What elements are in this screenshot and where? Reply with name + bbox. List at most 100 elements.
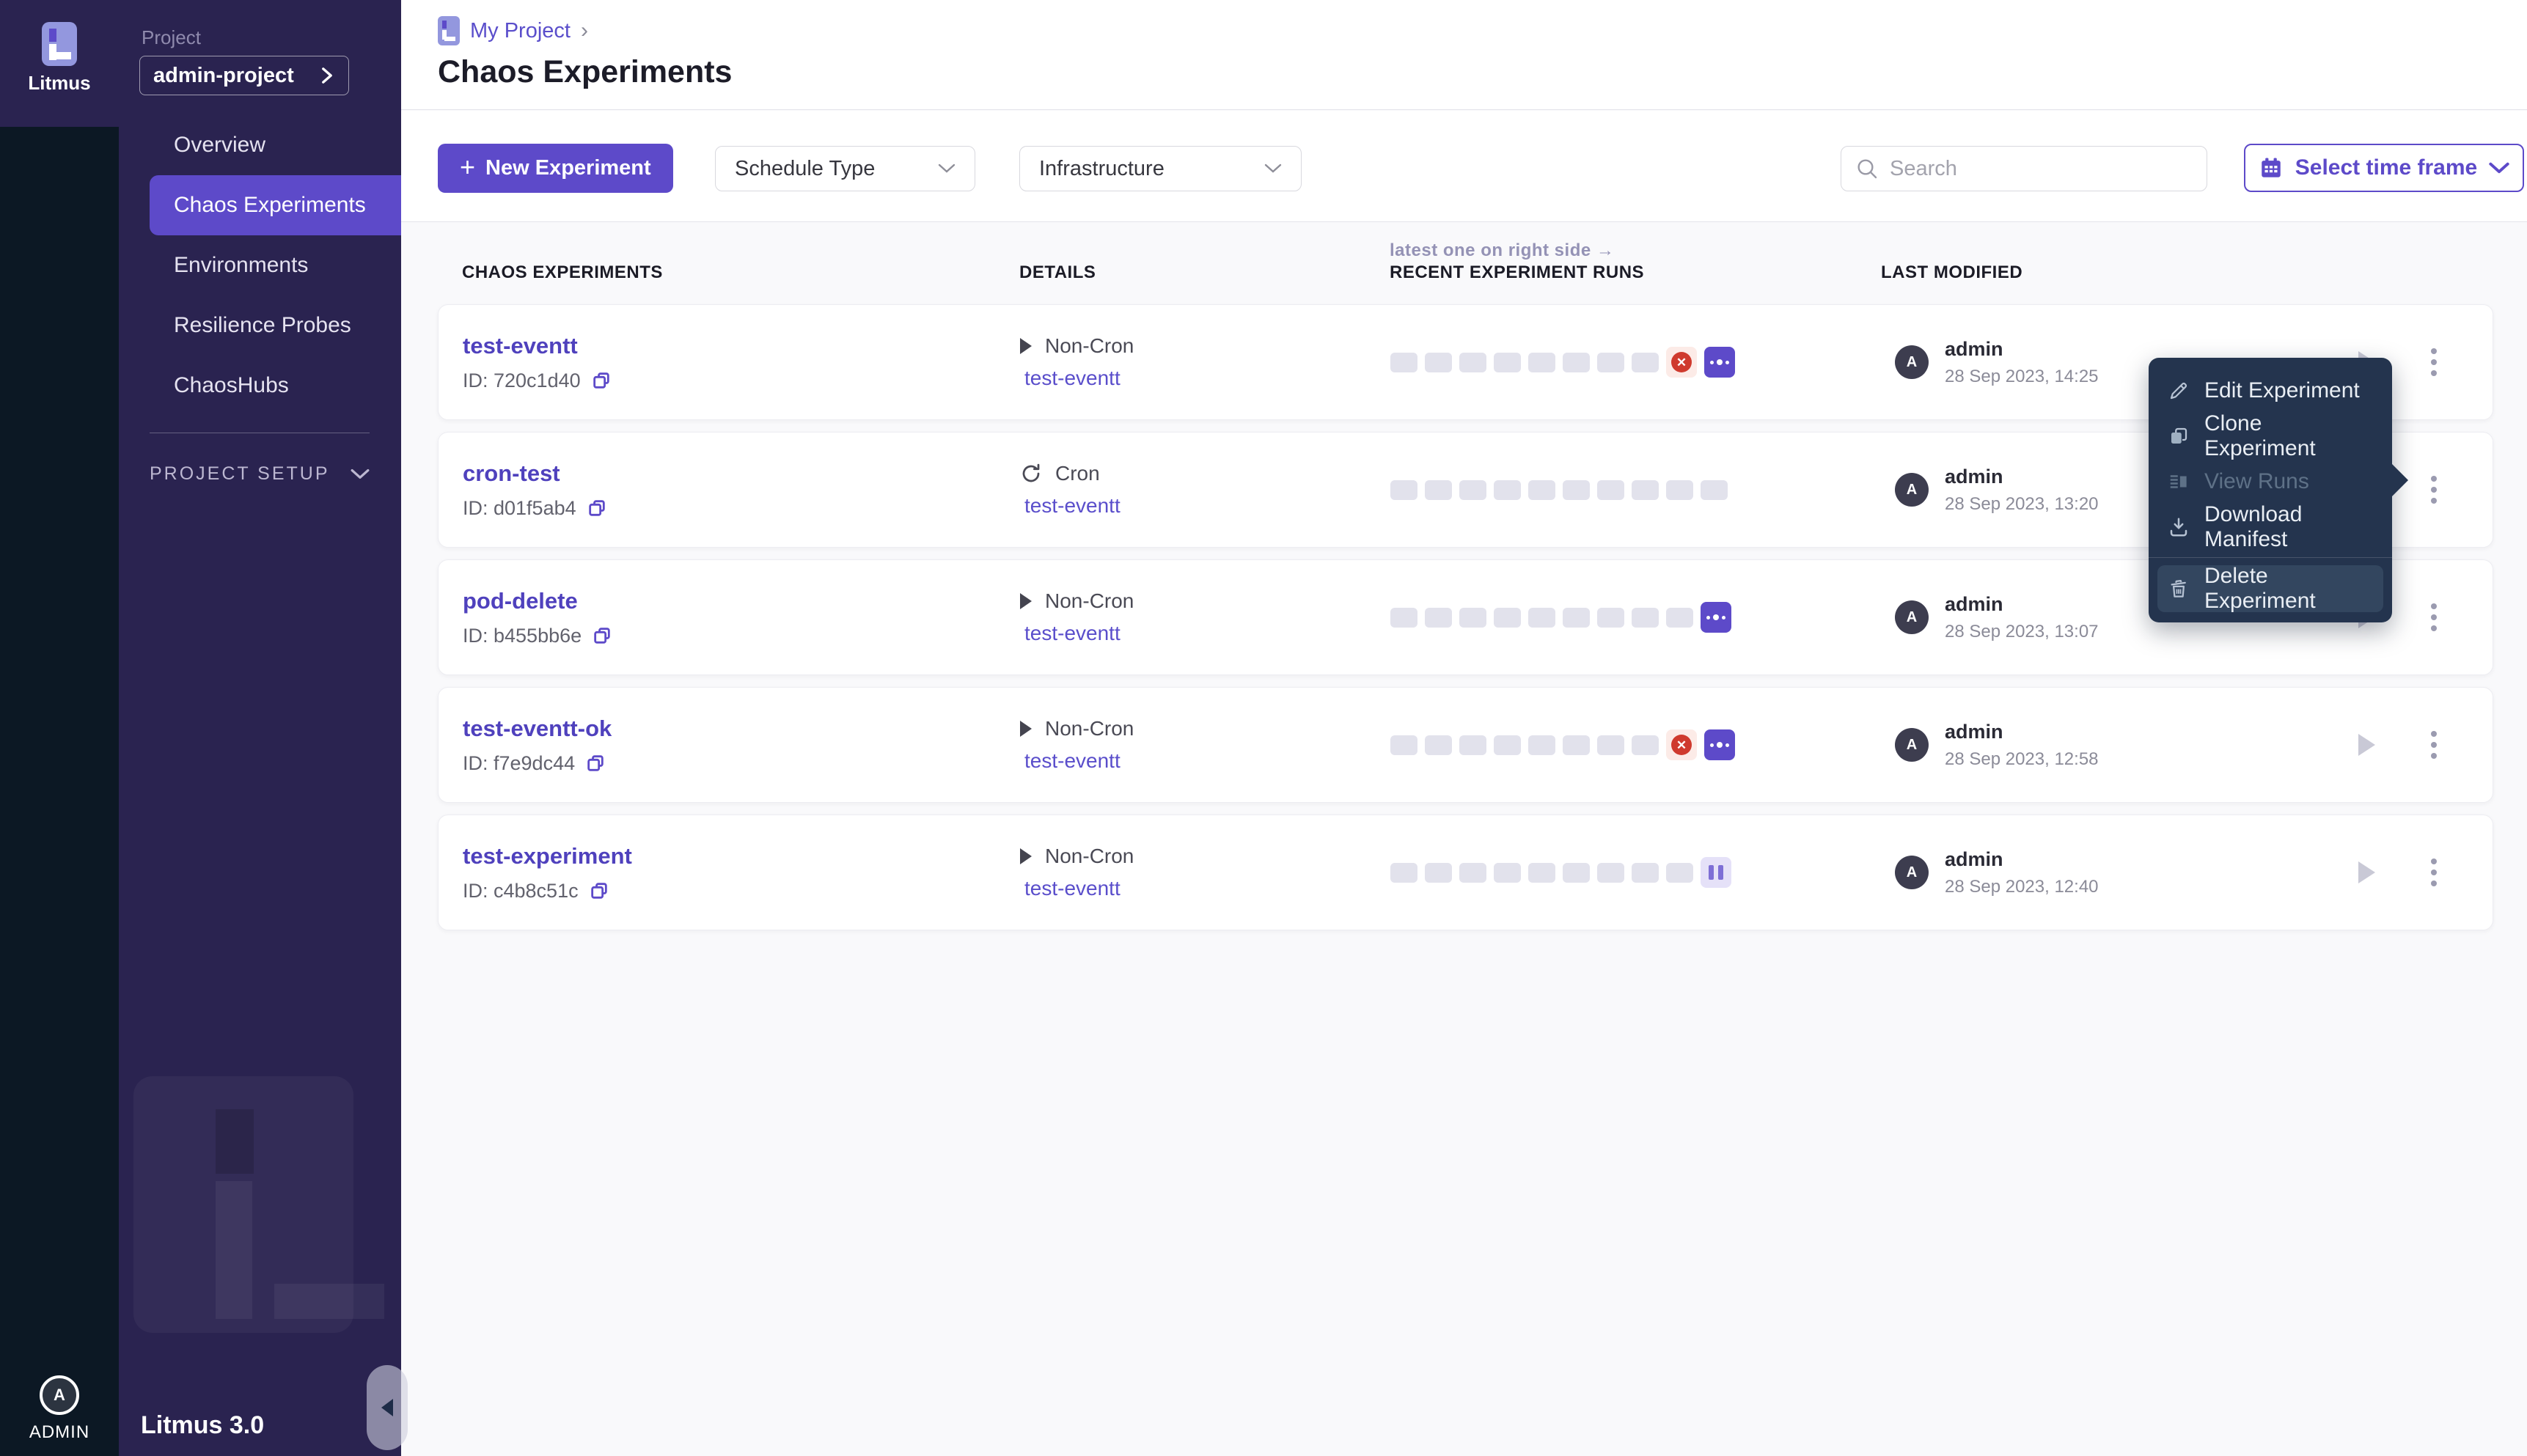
menu-item-view-runs[interactable]: View Runs: [2149, 459, 2392, 504]
experiment-detail-link[interactable]: test-eventt: [1024, 877, 1121, 900]
run-placeholder[interactable]: [1563, 479, 1590, 500]
run-placeholder[interactable]: [1494, 735, 1521, 755]
search-input[interactable]: [1841, 146, 2207, 191]
run-placeholder[interactable]: [1666, 479, 1693, 500]
experiment-name-link[interactable]: test-eventt-ok: [463, 715, 612, 741]
run-failed[interactable]: ✕: [1666, 729, 1697, 760]
row-kebab-menu-button[interactable]: [2427, 854, 2441, 891]
chevron-down-icon: [938, 163, 956, 173]
run-placeholder[interactable]: [1597, 607, 1624, 628]
modified-date: 28 Sep 2023, 12:58: [1945, 749, 2099, 769]
experiment-detail-link[interactable]: test-eventt: [1024, 494, 1121, 517]
experiment-name-link[interactable]: pod-delete: [463, 587, 578, 614]
menu-item-download-manifest[interactable]: Download Manifest: [2149, 502, 2392, 551]
run-placeholder[interactable]: [1425, 352, 1452, 372]
collapse-sidebar-button[interactable]: [367, 1365, 408, 1450]
menu-item-delete-experiment[interactable]: Delete Experiment: [2157, 564, 2383, 613]
run-placeholder[interactable]: [1459, 735, 1486, 755]
row-kebab-menu-button[interactable]: [2427, 599, 2441, 636]
experiment-detail-link[interactable]: test-eventt: [1024, 749, 1121, 772]
run-placeholder[interactable]: [1632, 735, 1659, 755]
download-icon: [2170, 518, 2187, 537]
run-placeholder[interactable]: [1597, 352, 1624, 372]
copy-icon[interactable]: [589, 880, 609, 901]
run-placeholder[interactable]: [1459, 352, 1486, 372]
sidebar-item-overview[interactable]: Overview: [174, 133, 266, 157]
copy-icon[interactable]: [591, 370, 612, 391]
experiment-name-link[interactable]: test-experiment: [463, 842, 632, 869]
infrastructure-dropdown[interactable]: Infrastructure: [1019, 146, 1302, 191]
run-placeholder[interactable]: [1528, 735, 1555, 755]
row-kebab-menu-button[interactable]: [2427, 471, 2441, 508]
run-running[interactable]: [1701, 602, 1731, 633]
copy-icon[interactable]: [585, 753, 606, 773]
run-placeholder[interactable]: [1597, 479, 1624, 500]
run-placeholder[interactable]: [1528, 479, 1555, 500]
experiment-name-link[interactable]: cron-test: [463, 460, 560, 486]
sidebar-item-resilience-probes[interactable]: Resilience Probes: [174, 313, 351, 337]
run-placeholder[interactable]: [1563, 862, 1590, 883]
experiment-name-link[interactable]: test-eventt: [463, 332, 578, 359]
run-placeholder[interactable]: [1597, 735, 1624, 755]
run-failed[interactable]: ✕: [1666, 347, 1697, 378]
run-placeholder[interactable]: [1666, 607, 1693, 628]
run-experiment-button[interactable]: [2358, 734, 2375, 756]
non-cron-icon: [1020, 593, 1032, 609]
run-placeholder[interactable]: [1425, 862, 1452, 883]
run-placeholder[interactable]: [1632, 862, 1659, 883]
run-placeholder[interactable]: [1425, 735, 1452, 755]
run-placeholder[interactable]: [1390, 352, 1417, 372]
menu-item-clone-experiment[interactable]: Clone Experiment: [2149, 411, 2392, 460]
run-placeholder[interactable]: [1390, 479, 1417, 500]
admin-avatar[interactable]: A: [40, 1375, 79, 1415]
run-placeholder[interactable]: [1494, 352, 1521, 372]
run-placeholder[interactable]: [1528, 352, 1555, 372]
run-placeholder[interactable]: [1666, 862, 1693, 883]
run-placeholder[interactable]: [1390, 607, 1417, 628]
run-placeholder[interactable]: [1563, 735, 1590, 755]
run-placeholder[interactable]: [1425, 607, 1452, 628]
experiment-detail-link[interactable]: test-eventt: [1024, 367, 1121, 389]
run-placeholder[interactable]: [1563, 352, 1590, 372]
col-chaos-experiments: CHAOS EXPERIMENTS: [462, 262, 663, 282]
run-paused[interactable]: [1701, 857, 1731, 888]
run-placeholder[interactable]: [1494, 479, 1521, 500]
run-placeholder[interactable]: [1494, 862, 1521, 883]
run-placeholder[interactable]: [1632, 479, 1659, 500]
run-placeholder[interactable]: [1528, 607, 1555, 628]
run-placeholder[interactable]: [1459, 862, 1486, 883]
run-placeholder[interactable]: [1528, 862, 1555, 883]
run-running[interactable]: [1704, 729, 1735, 760]
run-running[interactable]: [1704, 347, 1735, 378]
run-placeholder[interactable]: [1563, 607, 1590, 628]
sidebar-item-chaoshubs[interactable]: ChaosHubs: [174, 373, 289, 397]
sidebar-item-chaos-experiments[interactable]: Chaos Experiments: [150, 175, 401, 235]
menu-item-edit-experiment[interactable]: Edit Experiment: [2149, 368, 2392, 413]
run-placeholder[interactable]: [1701, 479, 1728, 500]
run-placeholder[interactable]: [1632, 352, 1659, 372]
run-placeholder[interactable]: [1597, 862, 1624, 883]
breadcrumb-project-link[interactable]: My Project: [470, 18, 571, 43]
run-placeholder[interactable]: [1390, 862, 1417, 883]
breadcrumb-logo-icon: [438, 16, 460, 45]
modified-by: admin: [1945, 465, 2003, 488]
row-kebab-menu-button[interactable]: [2427, 727, 2441, 763]
run-placeholder[interactable]: [1390, 735, 1417, 755]
copy-icon[interactable]: [587, 498, 607, 518]
run-placeholder[interactable]: [1459, 607, 1486, 628]
copy-icon[interactable]: [592, 625, 612, 646]
new-experiment-button[interactable]: + New Experiment: [438, 144, 673, 193]
project-selector[interactable]: admin-project: [139, 56, 349, 95]
schedule-type-dropdown[interactable]: Schedule Type: [715, 146, 975, 191]
project-setup-section[interactable]: PROJECT SETUP: [150, 463, 370, 485]
select-time-frame-button[interactable]: Select time frame: [2244, 144, 2524, 192]
run-placeholder[interactable]: [1425, 479, 1452, 500]
sidebar-item-environments[interactable]: Environments: [174, 253, 309, 277]
run-experiment-button[interactable]: [2358, 861, 2375, 883]
run-placeholder[interactable]: [1459, 479, 1486, 500]
run-placeholder[interactable]: [1494, 607, 1521, 628]
experiment-detail-link[interactable]: test-eventt: [1024, 622, 1121, 644]
project-sidebar: Project admin-project Overview Chaos Exp…: [119, 0, 408, 1456]
run-placeholder[interactable]: [1632, 607, 1659, 628]
row-kebab-menu-button[interactable]: [2427, 344, 2441, 380]
